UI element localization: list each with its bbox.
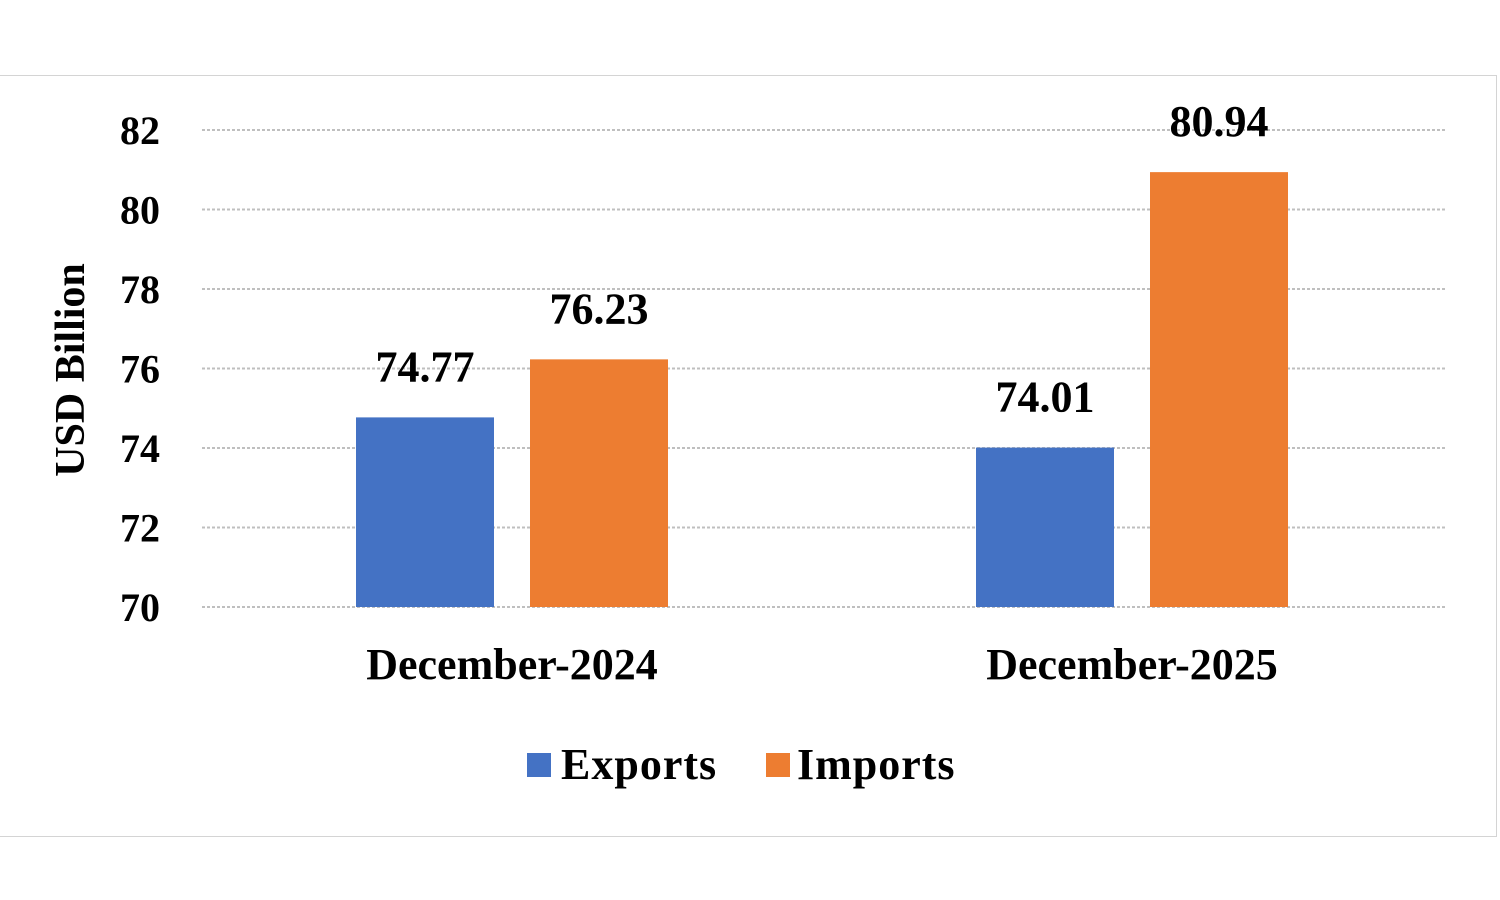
bar-imports-2 [1150,172,1288,607]
y-tick-label: 70 [120,585,160,630]
bar-exports-1 [356,417,494,607]
legend-swatch-imports [766,753,790,777]
legend-label-imports: Imports [797,740,956,789]
data-labels: 74.77 74.01 76.23 80.94 [376,97,1269,421]
y-tick-label: 76 [120,347,160,392]
y-axis-ticks: 70 72 74 76 78 80 82 [120,108,160,630]
legend-label-exports: Exports [561,740,717,789]
y-tick-label: 80 [120,188,160,233]
x-category-label: December-2024 [366,640,658,689]
bar-imports-1 [530,359,668,607]
bars [356,172,1288,607]
data-label: 74.01 [996,373,1095,422]
legend: Exports Imports [527,740,956,789]
y-tick-label: 82 [120,108,160,153]
y-axis-title: USD Billion [48,263,94,477]
legend-swatch-exports [527,753,551,777]
data-label: 74.77 [376,342,475,391]
y-tick-label: 74 [120,426,160,471]
x-axis-categories: December-2024 December-2025 [366,640,1278,689]
y-tick-label: 78 [120,267,160,312]
data-label: 76.23 [550,284,649,333]
bar-exports-2 [976,447,1114,607]
data-label: 80.94 [1170,97,1269,146]
y-tick-label: 72 [120,506,160,551]
x-category-label: December-2025 [986,640,1278,689]
